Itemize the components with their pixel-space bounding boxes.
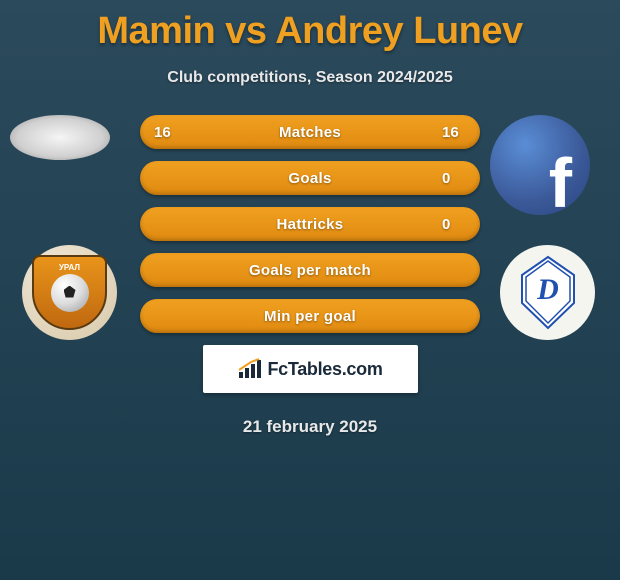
stats-container: 16 Matches 16 Goals 0 Hattricks 0 Goals … — [140, 115, 480, 333]
stat-row-goals: Goals 0 — [140, 161, 480, 195]
stat-row-gpm: Goals per match — [140, 253, 480, 287]
stat-label: Matches — [178, 124, 442, 141]
stat-right-value: 0 — [442, 170, 466, 187]
page-title: Mamin vs Andrey Lunev — [0, 0, 620, 53]
club-badge-left: УРАЛ — [22, 245, 117, 340]
footer-date: 21 february 2025 — [0, 417, 620, 437]
footer-logo-text: FcTables.com — [267, 359, 382, 380]
stat-label: Hattricks — [178, 216, 442, 233]
club-badge-right: D — [500, 245, 595, 340]
club-badge-left-text: УРАЛ — [59, 263, 80, 272]
stat-left-value: 16 — [154, 124, 178, 141]
stat-right-value: 16 — [442, 124, 466, 141]
player-left-avatar — [10, 115, 110, 160]
stat-right-value: 0 — [442, 216, 466, 233]
stat-row-hattricks: Hattricks 0 — [140, 207, 480, 241]
stat-row-mpg: Min per goal — [140, 299, 480, 333]
soccer-ball-icon — [51, 274, 89, 312]
player-right-avatar — [490, 115, 590, 215]
stat-label: Goals — [178, 170, 442, 187]
stat-label: Goals per match — [154, 262, 466, 279]
dynamo-badge-icon: D — [518, 255, 578, 330]
bar-chart-icon — [237, 358, 263, 380]
stat-label: Min per goal — [154, 308, 466, 325]
comparison-content: УРАЛ D 16 Matches 16 Goals 0 Hattricks 0 — [0, 115, 620, 437]
svg-text:D: D — [536, 273, 559, 306]
subtitle: Club competitions, Season 2024/2025 — [0, 69, 620, 87]
footer-logo: FcTables.com — [203, 345, 418, 393]
stat-row-matches: 16 Matches 16 — [140, 115, 480, 149]
